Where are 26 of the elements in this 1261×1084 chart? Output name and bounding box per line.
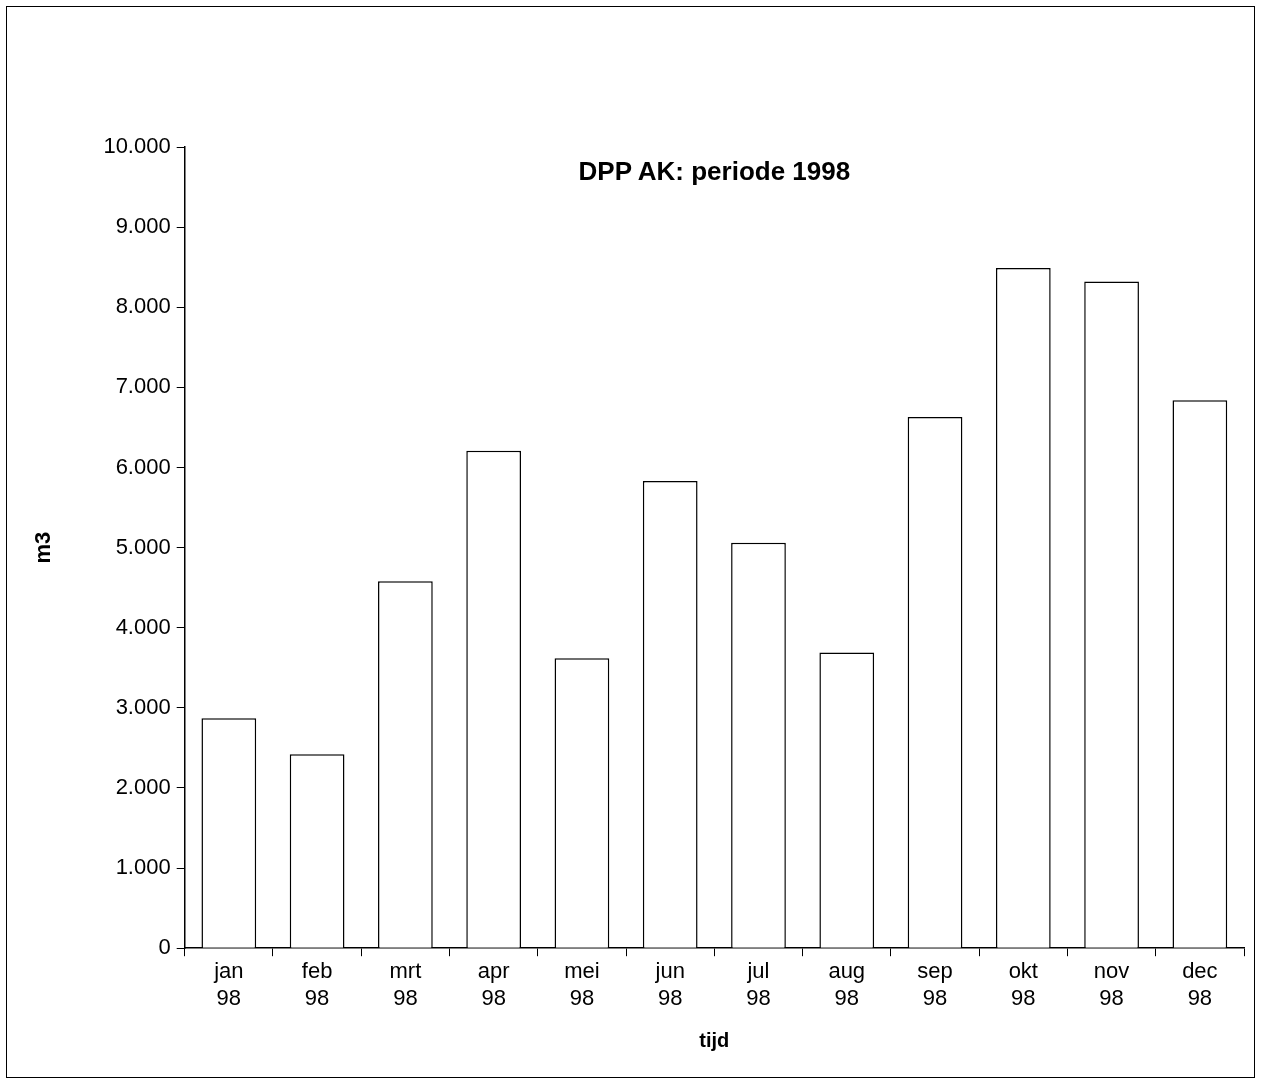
x-tick-label: aug 98 (828, 958, 866, 1010)
x-tick-label: dec 98 (1182, 958, 1218, 1010)
chart-title: DPP AK: periode 1998 (578, 156, 851, 187)
y-tick-label: 5.000 (115, 533, 171, 559)
x-tick-label: nov 98 (1093, 958, 1130, 1010)
y-tick-label: 2.000 (115, 774, 171, 800)
y-tick-label: 0 (158, 934, 171, 960)
x-tick-label: jul 98 (746, 958, 771, 1010)
y-tick-label: 9.000 (115, 213, 171, 239)
y-tick-label: 8.000 (115, 293, 171, 319)
x-tick-label: sep 98 (917, 958, 953, 1010)
y-axis-title: m3 (30, 531, 56, 564)
y-tick-label: 10.000 (103, 133, 171, 159)
x-tick-label: mrt 98 (389, 958, 422, 1010)
y-tick-label: 7.000 (115, 373, 171, 399)
x-tick-label: jun 98 (654, 958, 685, 1010)
x-tick-label: mei 98 (564, 958, 600, 1010)
y-tick-label: 3.000 (115, 693, 171, 719)
x-tick-label: okt 98 (1008, 958, 1038, 1010)
x-axis-title: tijd (699, 1028, 730, 1051)
y-tick-label: 6.000 (115, 453, 171, 479)
y-tick-label: 4.000 (115, 613, 171, 639)
x-tick-label: jan 98 (213, 958, 244, 1010)
x-tick-label: feb 98 (301, 958, 333, 1010)
y-tick-label: 1.000 (115, 854, 171, 880)
x-tick-label: apr 98 (477, 958, 510, 1010)
